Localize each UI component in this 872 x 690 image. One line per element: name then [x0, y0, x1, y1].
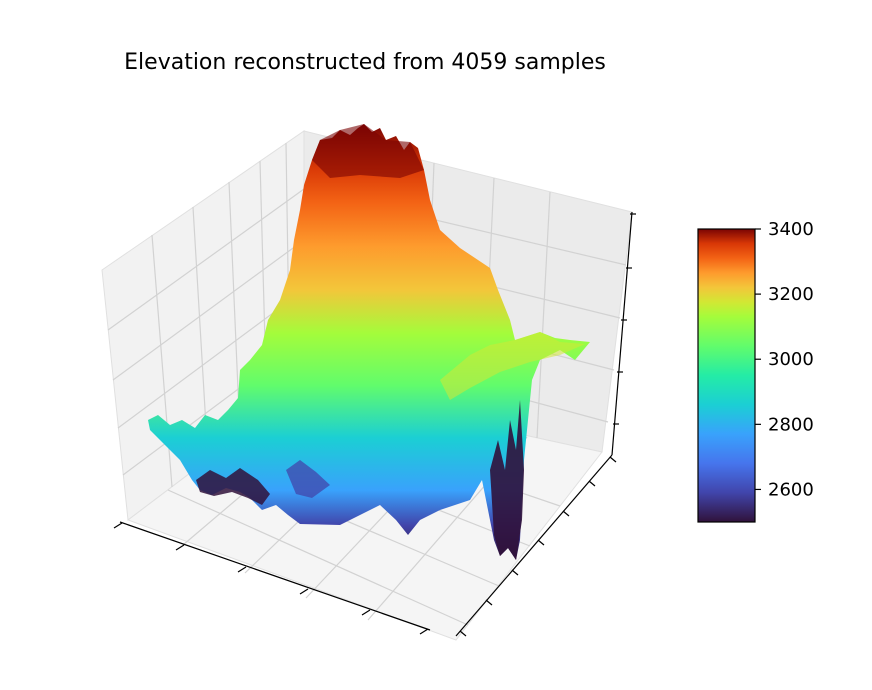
colorbar-tick-label: 3400	[768, 219, 814, 240]
summit-highlight	[312, 124, 424, 178]
center-trough	[286, 460, 330, 498]
chart-title: Elevation reconstructed from 4059 sample…	[124, 50, 606, 75]
ravine	[490, 400, 524, 560]
colorbar-tick-label: 3000	[768, 349, 814, 370]
z-axis-line	[611, 211, 633, 456]
colorbar-tick-label: 2800	[768, 414, 814, 435]
axis-ticks	[113, 213, 636, 637]
colorbar-tick-label: 2600	[768, 479, 814, 500]
colorbar-scale	[697, 228, 756, 523]
y-axis-line	[455, 454, 613, 637]
colorbar: 2600 2800 3000 3200 3400	[697, 219, 814, 523]
x-axis-line	[119, 521, 431, 631]
right-shelf-highlight	[440, 332, 585, 400]
colorbar-ticks: 2600 2800 3000 3200 3400	[755, 219, 814, 500]
left-trough	[196, 468, 270, 505]
axis-edges	[119, 211, 633, 637]
elevation-surface	[148, 124, 590, 560]
surface-main	[148, 124, 590, 560]
colorbar-tick-label: 3200	[768, 284, 814, 305]
